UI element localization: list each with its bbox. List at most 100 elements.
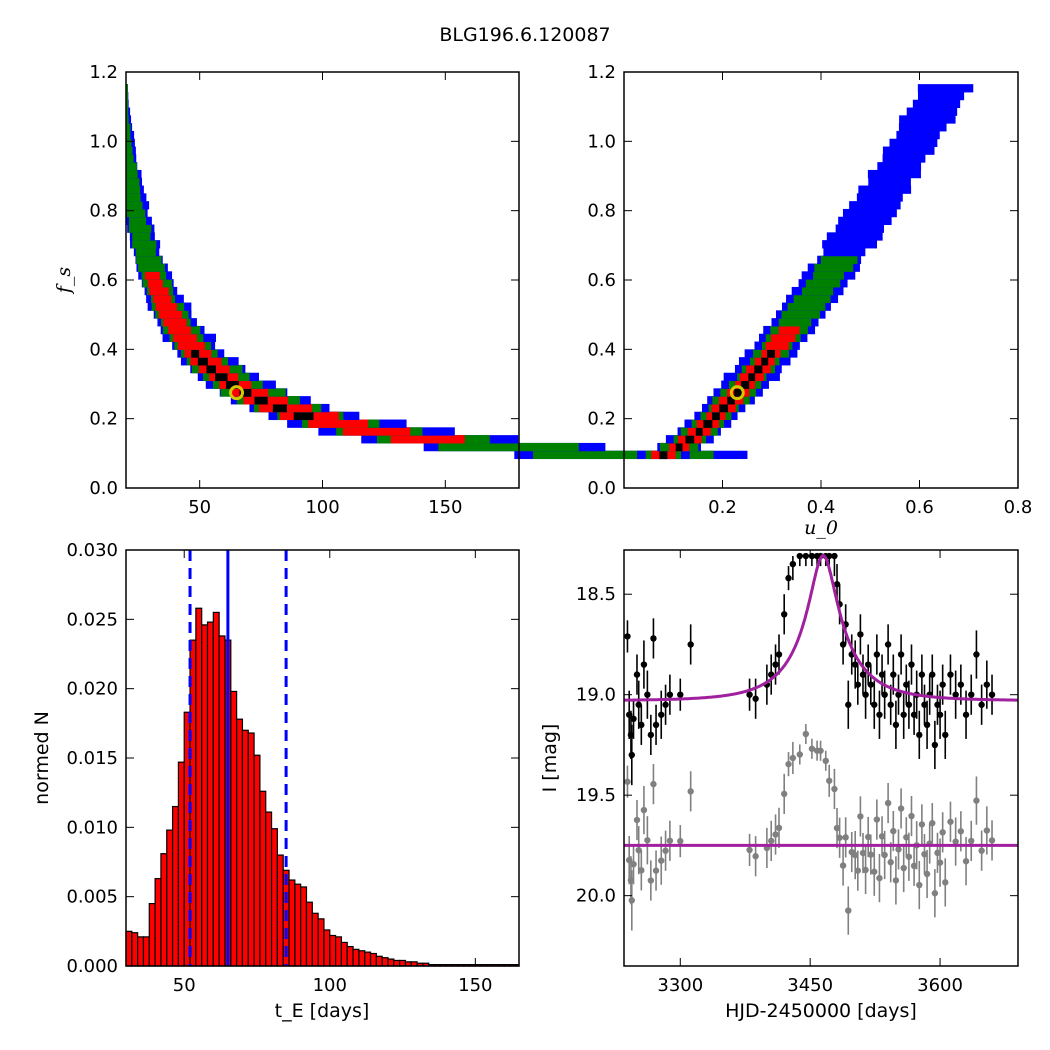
tE-histogram-ticks: 50 100 150 0.000 0.005 0.010 0.015 0.020 0.025 0.… [66,540,519,996]
confidence-cell-0 [867,169,921,179]
histogram-bar [387,958,395,967]
confidence-cell-0 [898,123,947,132]
residual-point [968,837,975,845]
light-curve-ticks: 3300 3450 3600 18.5 19.0 19.5 20.0 [576,550,1018,996]
histogram-bar [166,829,174,967]
confidence-cell-0 [835,224,885,233]
confidence-cell-2 [342,427,411,436]
residual-point [957,828,965,835]
data-point [973,651,980,658]
p3-ytick-label: 0.025 [66,609,118,630]
residual-point [862,866,869,874]
data-point [746,691,753,698]
data-point [833,580,841,588]
histogram-bar [171,805,179,967]
data-point [647,731,655,739]
histogram-bar [177,761,185,967]
confidence-cell-1 [532,450,714,460]
confidence-cell-0 [822,240,878,249]
p3-ytick-label: 0.010 [66,817,118,838]
p4-xtick-label: 3450 [787,975,833,996]
residual-point [658,857,665,864]
p4-ytick-label: 18.5 [576,584,616,605]
confidence-cell-1 [126,130,131,140]
data-point [658,711,665,718]
tE-histogram-panel: 50 100 150 0.000 0.005 0.010 0.015 0.020 0.025 0.… [31,540,520,1022]
confidence-cell-0 [882,154,926,163]
residual-point [785,760,792,768]
data-point [638,721,645,729]
residual-point [647,877,655,884]
data-point [644,691,651,698]
residual-point [624,778,631,785]
p2-ytick-label: 0.4 [587,339,616,360]
data-point [650,635,657,642]
data-point [633,671,641,678]
confidence-cell-2 [778,325,800,335]
confidence-cell-3 [206,364,216,374]
confidence-cell-3 [197,357,208,366]
histogram-bar [247,732,255,967]
residual-point [887,859,894,866]
confidence-cell-3 [695,427,703,436]
confidence-cell-2 [147,279,163,288]
residual-point [918,821,926,828]
confidence-cell-1 [132,232,151,241]
confidence-cell-1 [126,193,141,202]
p2-xtick-label: 0.8 [1004,497,1033,518]
p3-ytick-label: 0.015 [66,748,118,769]
data-point [867,681,874,688]
residual-point [635,846,642,854]
confidence-cell-1 [136,255,162,265]
data-point [687,641,694,648]
fs-vs-u0-panel: 0.2 0.4 0.6 0.8 0.0 0.2 0.4 0.6 0.8 1.0 1.2 u_0 [587,62,1032,539]
histogram-bar [253,754,261,967]
confidence-cell-2 [173,333,197,343]
data-point [918,671,926,678]
residual-point [934,849,941,857]
confidence-cell-0 [868,177,911,187]
p3-xtick-label: 100 [313,975,347,996]
residual-point [878,833,886,840]
p3-xtick-label: 150 [458,975,492,996]
residual-point [640,806,648,814]
p1-ytick-label: 0.8 [89,201,118,222]
confidence-cell-3 [226,380,239,389]
data-point [887,701,894,708]
data-point [873,651,881,658]
residual-point [836,834,843,841]
confidence-cell-0 [842,208,897,218]
confidence-cell-1 [813,271,844,280]
p2-xtick-label: 0.2 [708,497,737,518]
residual-point [936,859,944,866]
p4-xtick-label: 3600 [917,975,963,996]
confidence-cell-1 [126,91,128,101]
histogram-bar [270,828,278,967]
histogram-bar [340,941,348,967]
confidence-cell-1 [126,84,128,93]
data-point [831,552,838,560]
residual-point [881,851,888,859]
data-point [652,721,660,729]
data-point [854,681,862,688]
residual-point [983,827,991,834]
data-point [897,651,905,658]
residual-point [780,790,788,798]
histogram-bar [230,690,238,967]
residual-point [687,788,694,795]
histogram-bar [294,883,302,967]
histogram-bar [335,936,343,967]
fs-vs-tE-panel: 50 100 150 0.0 0.2 0.4 0.6 0.8 1.0 1.2 f_s [53,62,748,518]
histogram-bar [358,950,366,967]
data-point [890,671,897,678]
best-fit-marker [729,385,745,401]
p2-ytick-label: 1.2 [587,62,616,83]
residual-point [952,838,959,845]
confidence-cell-0 [826,232,883,241]
residual-point [854,867,862,874]
light-curve-panel: 3300 3450 3600 18.5 19.0 19.5 20.0 HJD-2450000… [539,549,1019,1022]
data-point [845,701,852,708]
tE-histogram-bars [125,550,520,967]
confidence-cell-0 [899,115,956,124]
confidence-cell-1 [126,115,129,124]
